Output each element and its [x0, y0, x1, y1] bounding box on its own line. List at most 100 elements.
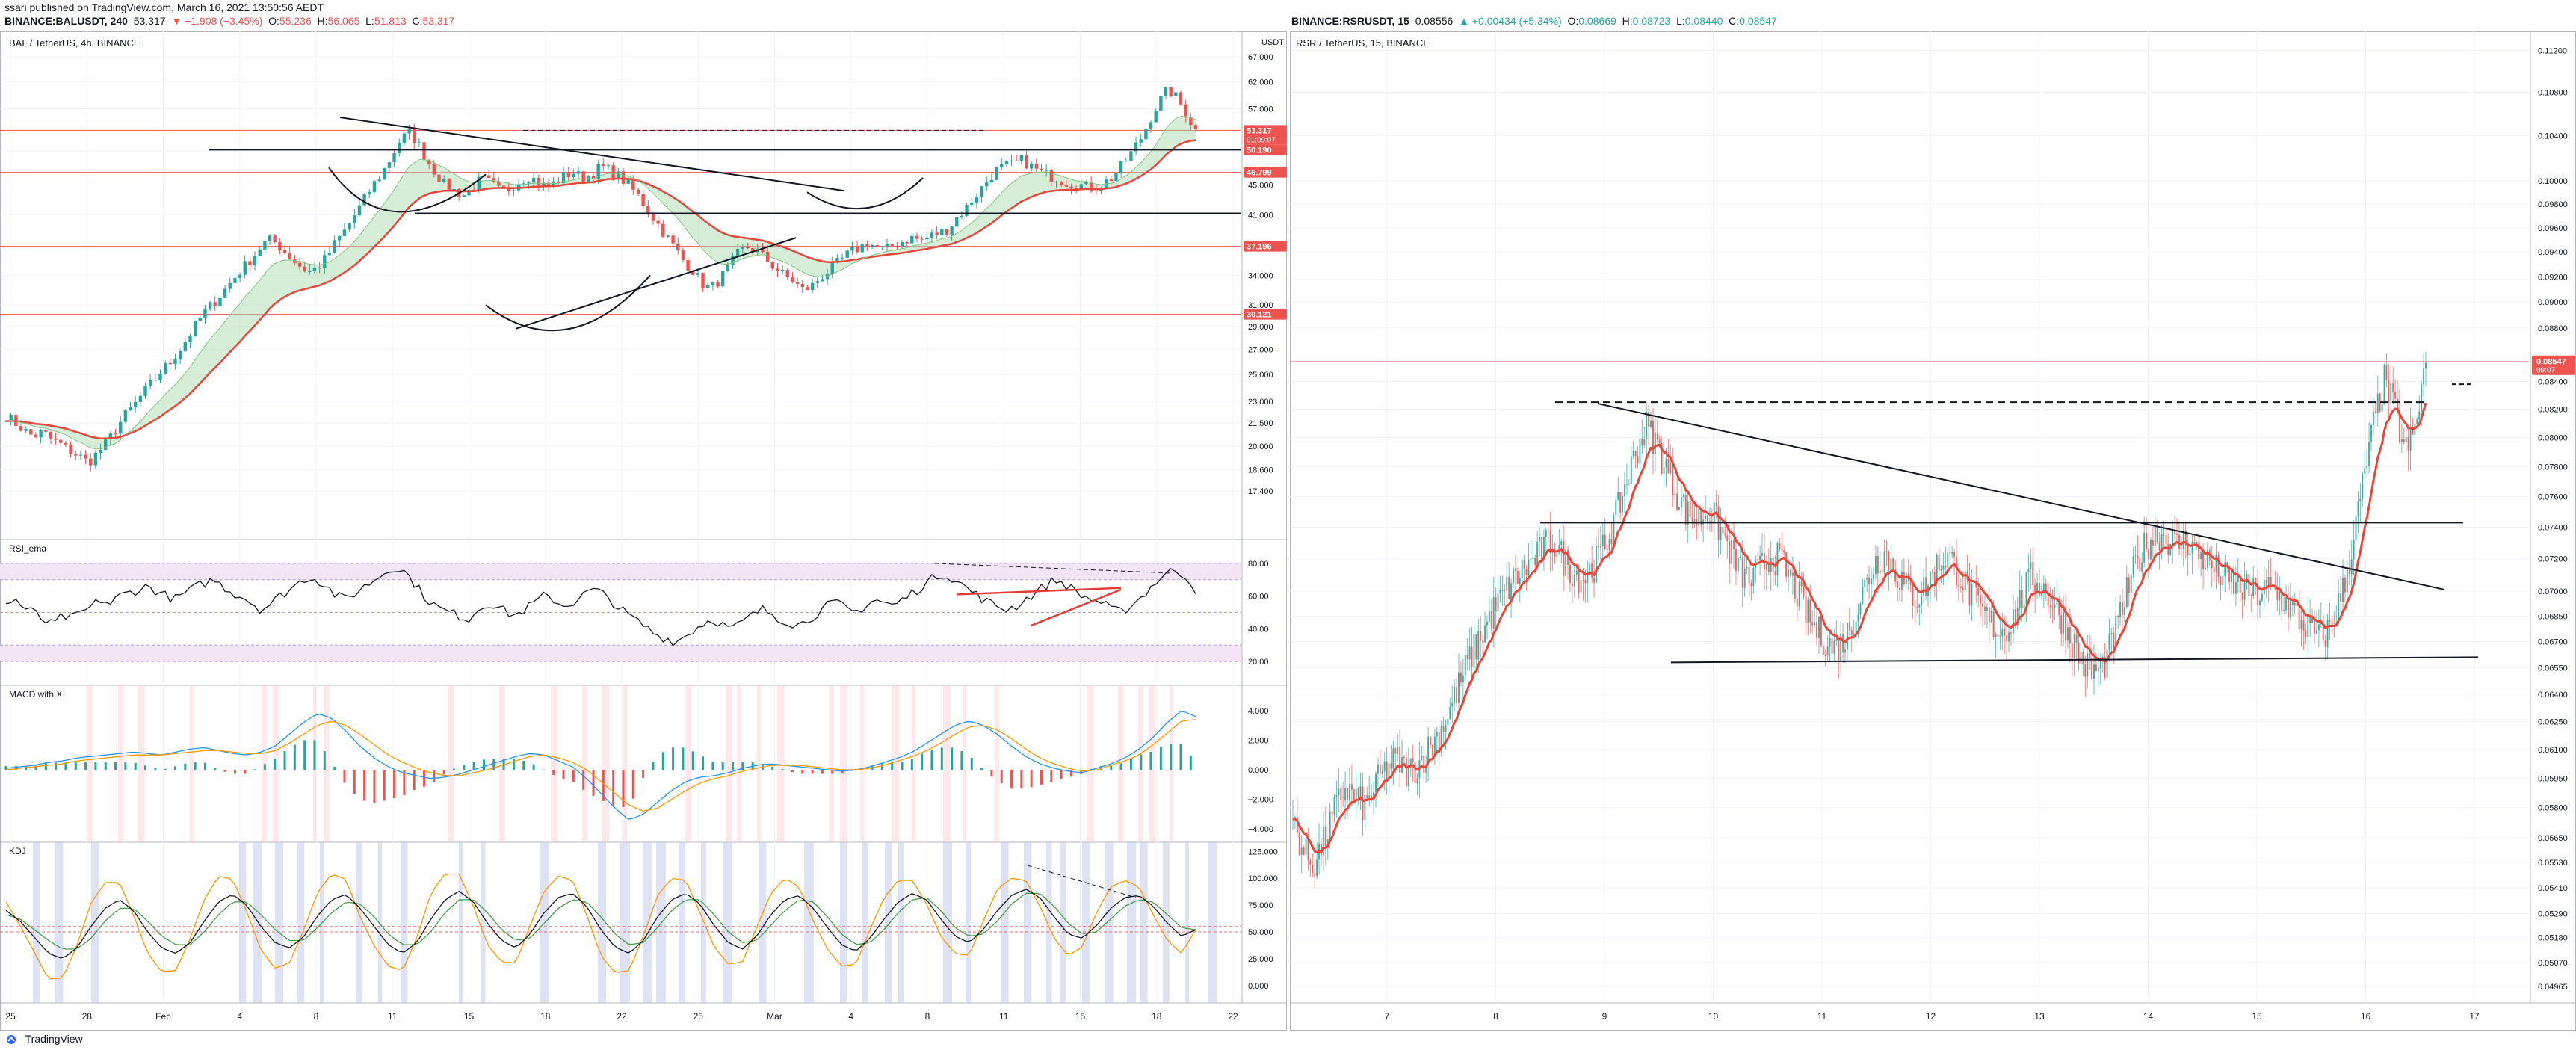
candle-body [501, 185, 506, 188]
right-chart-container[interactable]: RSR / TetherUS, 15, BINANCE 0.11200 0.1080… [1290, 31, 2576, 1037]
footer-brand[interactable]: TradingView [6, 1033, 83, 1045]
y-tick-label: 0.09400 [2538, 248, 2568, 257]
macd-histogram-bar [442, 770, 445, 775]
candle-body [2398, 410, 2400, 442]
candle-body [2322, 623, 2324, 640]
y-tick-label: 17.400 [1248, 487, 1273, 496]
candle-body [1811, 622, 1814, 626]
price-label-bg [1244, 167, 1287, 178]
candle-body [143, 386, 147, 396]
candle-body [720, 271, 725, 287]
candle-body [1034, 163, 1039, 169]
x-tick-label: 25 [694, 1011, 704, 1022]
x-tick-label: 15 [464, 1011, 475, 1022]
macd-bg-stripe [892, 685, 899, 842]
candle-body [1964, 571, 1966, 590]
candle-body [2012, 609, 2014, 634]
candle-body [422, 142, 426, 160]
price-label-bg [1244, 125, 1287, 145]
candle-body [377, 179, 381, 182]
candle-body [666, 235, 670, 237]
price-label-bg [1244, 309, 1287, 320]
macd-histogram-bar [233, 770, 236, 774]
price-label-timer: 09:07 [2536, 367, 2555, 375]
candle-body [1757, 559, 1759, 560]
candle-body [2184, 530, 2187, 546]
macd-bg-stripe [963, 685, 967, 842]
candle-body [173, 359, 177, 365]
kdj-bg-stripe [656, 842, 666, 1003]
candle-body [2412, 427, 2414, 435]
left-close: 53.317 [422, 15, 455, 27]
candle-body [2016, 608, 2019, 626]
candle-body [1975, 584, 1977, 588]
candle-body [2163, 534, 2165, 536]
candle-body [407, 129, 411, 134]
candle-body [487, 175, 491, 179]
candle-body [2414, 424, 2416, 435]
macd-bg-stripe [499, 685, 505, 842]
candle-body [2302, 620, 2305, 631]
candle-body [342, 229, 347, 236]
candle-body [2270, 577, 2272, 584]
candle-body [1587, 575, 1589, 584]
candle-body [2300, 620, 2302, 629]
candle-body [1868, 577, 1871, 585]
candle-body [1933, 572, 1936, 585]
x-tick-label: 22 [617, 1011, 627, 1022]
candle-body [940, 229, 944, 235]
macd-histogram-bar [831, 770, 834, 774]
candle-body [2149, 540, 2152, 560]
right-chart[interactable]: RSR / TetherUS, 15, BINANCE 0.11200 0.1080… [1290, 31, 2576, 1033]
candle-body [900, 241, 904, 247]
macd-histogram-bar [811, 770, 814, 774]
macd-histogram-bar [582, 770, 585, 790]
cup-curve [806, 177, 924, 210]
candle-body [2030, 561, 2032, 570]
candle-body [2104, 656, 2106, 678]
candle-body [1630, 456, 1632, 484]
y-tick-label: 0.07200 [2538, 555, 2568, 564]
rsi-tick-label: 60.00 [1248, 593, 1269, 602]
candle-body [64, 442, 68, 445]
candle-body [2226, 562, 2228, 567]
candle-body [2383, 365, 2385, 405]
candle-body [641, 194, 645, 206]
candle-body [2082, 652, 2084, 665]
left-chart-container[interactable]: 67.00062.00057.00053.00050.00045.00041.0… [0, 31, 1287, 1037]
candle-body [1567, 549, 1569, 565]
macd-histogram-bar [960, 751, 963, 770]
candle-body [303, 266, 306, 272]
candle-body [1364, 795, 1366, 821]
macd-histogram-bar [403, 770, 406, 795]
candle-body [870, 244, 874, 247]
candle-body [806, 287, 809, 291]
candle-body [2248, 574, 2250, 596]
published-line: ssari published on TradingView.com, Marc… [4, 1, 324, 13]
candle-body [4, 421, 8, 422]
right-symbol: BINANCE:RSRUSDT, 15 [1291, 15, 1409, 27]
candle-body [1866, 577, 1868, 580]
rsi-lower-band [0, 645, 1241, 662]
macd-histogram-bar [44, 763, 47, 770]
candle-body [2060, 615, 2063, 634]
candle-body [636, 189, 640, 194]
candle-body [1184, 104, 1187, 118]
y-tick-label: 0.08400 [2538, 377, 2568, 386]
left-low: 51.813 [374, 15, 407, 27]
macd-histogram-bar [1159, 747, 1162, 770]
candle-body [34, 434, 38, 438]
candle-body [860, 244, 864, 253]
candle-body [1501, 590, 1504, 591]
candle-body [233, 277, 237, 283]
left-chart[interactable]: 67.00062.00057.00053.00050.00045.00041.0… [0, 31, 1287, 1033]
macd-tick-label: −2.000 [1248, 796, 1273, 805]
x-tick-label: 8 [1493, 1011, 1498, 1022]
candle-body [995, 167, 998, 180]
candle-body [2407, 437, 2409, 451]
x-tick-label: Mar [767, 1011, 782, 1022]
macd-histogram-bar [283, 751, 286, 770]
macd-histogram-bar [333, 766, 336, 770]
candle-body [2113, 633, 2115, 651]
candle-body [2134, 555, 2137, 557]
